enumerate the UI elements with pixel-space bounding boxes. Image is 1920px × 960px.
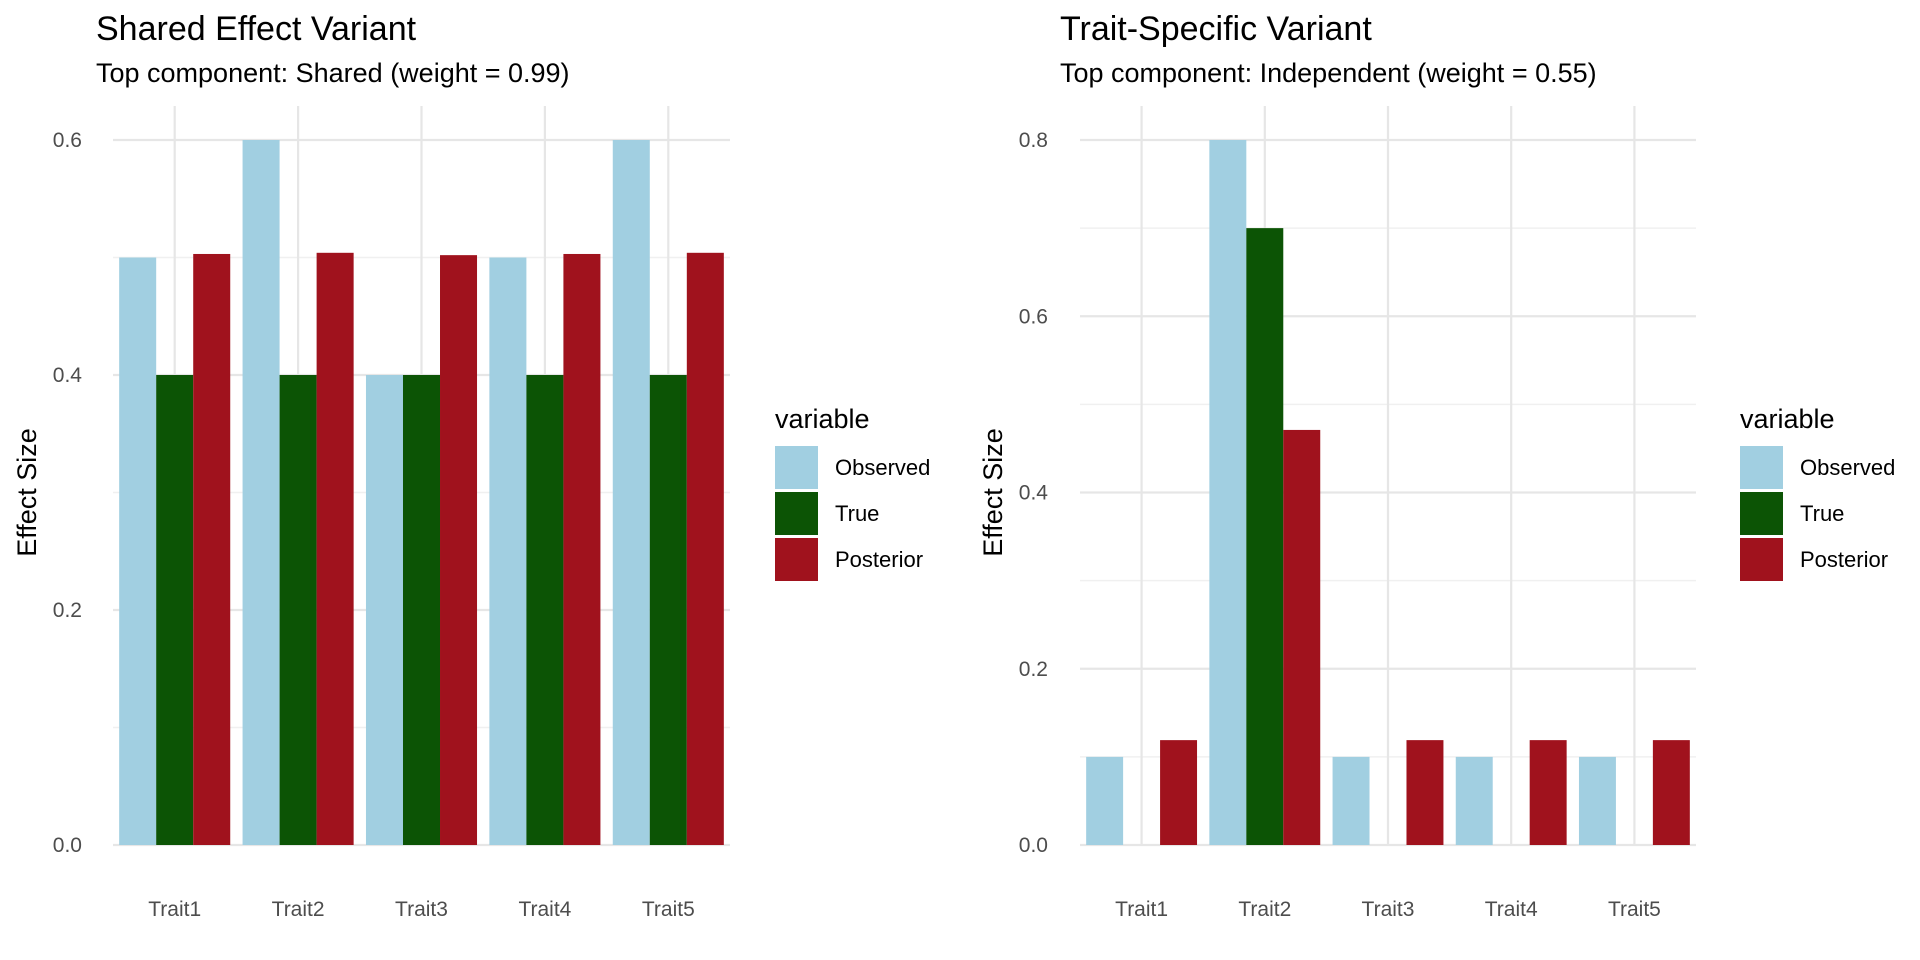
bar-posterior-trait2 [1283, 429, 1321, 845]
x-tick-label: Trait4 [1485, 898, 1538, 921]
bar-true-trait2 [279, 375, 317, 845]
x-tick-label: Trait3 [395, 898, 448, 921]
y-tick-label: 0.4 [1019, 482, 1049, 505]
bar-observed-trait3 [1332, 756, 1370, 845]
bar-posterior-trait1 [193, 253, 231, 846]
x-tick-label: Trait2 [272, 898, 325, 921]
chart-title: Shared Effect Variant [96, 10, 417, 48]
x-tick-label: Trait3 [1362, 898, 1415, 921]
bar-observed-trait2 [1209, 140, 1247, 845]
bar-observed-trait1 [119, 257, 157, 845]
bar-posterior-trait4 [1529, 740, 1567, 845]
legend-label-observed: Observed [1800, 455, 1895, 480]
y-axis-label: Effect Size [12, 428, 42, 557]
legend-title: variable [775, 404, 870, 434]
y-axis-label: Effect Size [978, 428, 1008, 557]
legend-label-posterior: Posterior [1800, 547, 1888, 572]
bar-observed-trait1 [1086, 756, 1124, 845]
legend-key-posterior [775, 538, 818, 581]
panel-shared: 0.0 0.2 0.4 0.6 Trait1 Trait2 Trait3 Trait4 Trai… [12, 10, 930, 921]
bar-observed-trait2 [242, 140, 280, 845]
y-tick-label: 0.0 [1019, 834, 1048, 857]
bar-observed-trait3 [365, 375, 403, 845]
chart-subtitle: Top component: Shared (weight = 0.99) [96, 58, 570, 88]
bar-observed-trait5 [1578, 756, 1616, 845]
bar-observed-trait4 [489, 257, 527, 845]
y-tick-label: 0.2 [1019, 658, 1048, 681]
bar-observed-trait4 [1455, 756, 1493, 845]
legend: variable Observed True Posterior [1740, 404, 1895, 581]
legend-label-posterior: Posterior [835, 547, 923, 572]
x-tick-label: Trait1 [1115, 898, 1168, 921]
bar-true-trait3 [402, 375, 441, 845]
legend-label-true: True [1800, 501, 1844, 526]
bar-posterior-trait3 [1406, 740, 1444, 845]
x-tick-label: Trait5 [642, 898, 695, 921]
y-tick-label: 0.6 [1019, 305, 1048, 328]
x-tick-label: Trait5 [1608, 898, 1661, 921]
chart-title: Trait-Specific Variant [1060, 10, 1372, 48]
bar-posterior-trait5 [1652, 740, 1690, 845]
bar-true-trait1 [156, 375, 194, 845]
bar-true-trait2 [1246, 228, 1284, 845]
x-tick-label: Trait1 [148, 898, 201, 921]
bar-posterior-trait2 [316, 252, 354, 846]
bar-posterior-trait3 [440, 255, 478, 845]
legend-title: variable [1740, 404, 1835, 434]
bar-observed-trait5 [612, 140, 650, 845]
legend-key-posterior [1740, 538, 1783, 581]
legend-key-observed [775, 446, 818, 489]
legend-key-true [775, 492, 818, 535]
legend-label-observed: Observed [835, 455, 930, 480]
y-tick-label: 0.8 [1019, 129, 1048, 152]
legend-label-true: True [835, 501, 879, 526]
y-tick-label: 0.0 [53, 834, 82, 857]
legend-key-observed [1740, 446, 1783, 489]
x-tick-label: Trait2 [1238, 898, 1291, 921]
y-tick-label: 0.6 [53, 129, 82, 152]
y-tick-label: 0.2 [53, 599, 82, 622]
bar-posterior-trait4 [563, 253, 601, 846]
bar-posterior-trait5 [686, 252, 724, 846]
y-tick-label: 0.4 [53, 364, 83, 387]
legend-key-true [1740, 492, 1783, 535]
bar-true-trait4 [526, 375, 564, 845]
legend: variable Observed True Posterior [775, 404, 930, 581]
x-tick-label: Trait4 [518, 898, 571, 921]
panel-trait-specific: 0.0 0.2 0.4 0.6 0.8 Trait1 Trait2 Trait3 Trait4 T… [978, 10, 1895, 921]
bar-true-trait5 [649, 375, 687, 845]
chart-subtitle: Top component: Independent (weight = 0.5… [1060, 58, 1597, 88]
bar-posterior-trait1 [1160, 740, 1198, 845]
